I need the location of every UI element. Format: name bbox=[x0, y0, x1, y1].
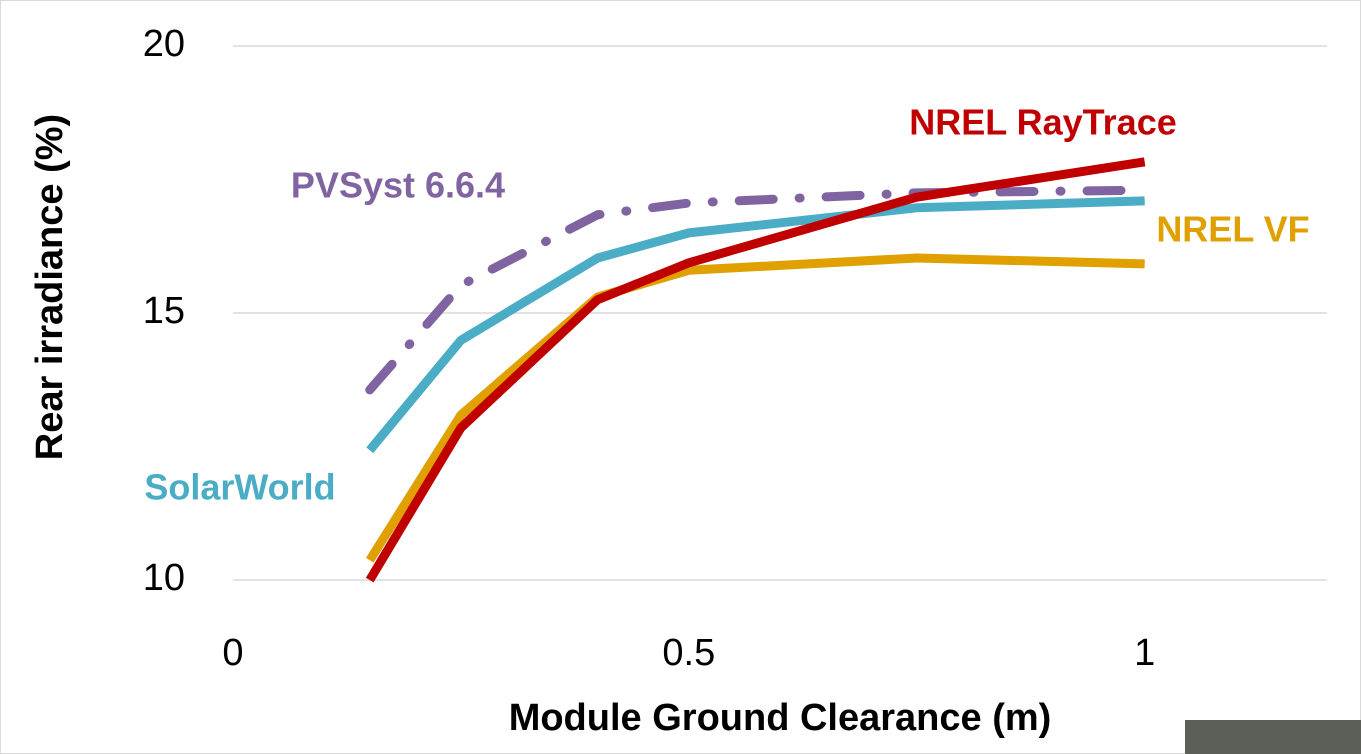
series-label: PVSyst 6.6.4 bbox=[291, 165, 505, 206]
y-tick-label: 20 bbox=[143, 23, 185, 65]
y-tick-label: 10 bbox=[143, 557, 185, 599]
series-line bbox=[366, 196, 1145, 454]
x-tick-label: 1 bbox=[1134, 632, 1155, 674]
series-label: NREL VF bbox=[1156, 209, 1309, 250]
photo-fragment bbox=[1185, 720, 1361, 754]
series-line bbox=[365, 185, 1150, 395]
x-tick-label: 0 bbox=[222, 632, 243, 674]
series-label: NREL RayTrace bbox=[909, 102, 1176, 143]
y-axis-title: Rear irradiance (%) bbox=[29, 114, 71, 460]
series-line bbox=[365, 157, 1146, 583]
series-label: SolarWorld bbox=[144, 467, 335, 508]
x-axis-title: Module Ground Clearance (m) bbox=[509, 697, 1052, 739]
x-tick-label: 0.5 bbox=[662, 632, 715, 674]
y-tick-label: 15 bbox=[143, 290, 185, 332]
